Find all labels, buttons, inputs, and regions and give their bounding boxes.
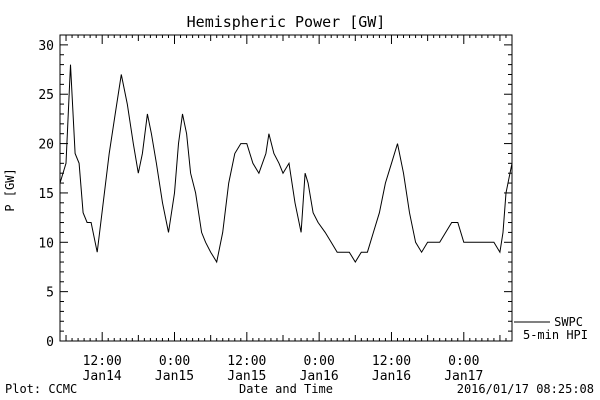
x-axis-label: Date and Time — [239, 382, 333, 396]
y-tick-label: 30 — [38, 39, 54, 54]
x-tick-label-date: Jan14 — [83, 369, 122, 384]
y-tick-label: 10 — [38, 236, 54, 251]
x-tick-label-time: 0:00 — [159, 354, 190, 369]
x-tick-label-date: Jan15 — [227, 369, 266, 384]
x-tick-label-date: Jan17 — [444, 369, 483, 384]
x-tick-label-time: 0:00 — [303, 354, 334, 369]
y-tick-label: 5 — [46, 286, 54, 301]
y-tick-label: 25 — [38, 88, 54, 103]
x-tick-label-date: Jan16 — [372, 369, 411, 384]
y-axis: 0 5 10 15 20 25 30 — [38, 39, 512, 350]
legend-swpc-label: SWPC — [554, 315, 583, 329]
y-tick-label: 20 — [38, 138, 54, 153]
y-tick-label: 0 — [46, 335, 54, 350]
legend-hpi-label: 5-min HPI — [523, 328, 588, 342]
x-tick-label-date: Jan15 — [155, 369, 194, 384]
chart-title: Hemispheric Power [GW] — [187, 13, 386, 31]
footer-timestamp: 2016/01/17 08:25:08 — [457, 382, 594, 396]
footer-credit: Plot: CCMC — [5, 382, 77, 396]
x-axis: 12:00Jan140:00Jan1512:00Jan150:00Jan1612… — [59, 35, 513, 384]
x-tick-label-time: 12:00 — [227, 354, 266, 369]
x-tick-label-time: 0:00 — [448, 354, 479, 369]
plot-frame — [59, 34, 513, 342]
x-tick-label-time: 12:00 — [83, 354, 122, 369]
x-tick-label-date: Jan16 — [300, 369, 339, 384]
x-tick-label-time: 12:00 — [372, 354, 411, 369]
y-tick-label: 15 — [38, 187, 54, 202]
y-axis-label: P [GW] — [3, 168, 17, 211]
swpc-series-line — [59, 64, 513, 264]
legend: SWPC 5-min HPI — [514, 315, 588, 342]
